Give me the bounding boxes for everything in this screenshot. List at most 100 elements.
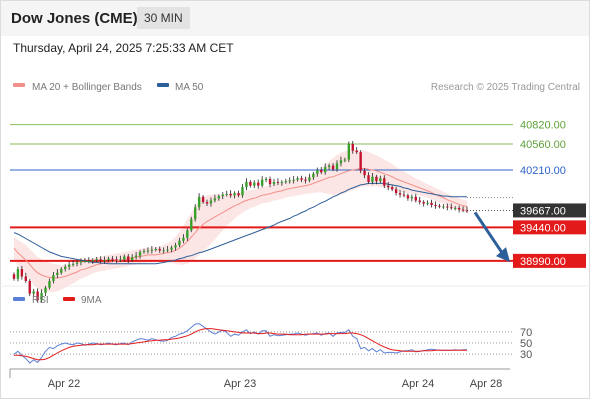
candle-body: [75, 262, 79, 264]
ma20-line: [13, 168, 468, 279]
candle-body: [134, 255, 138, 258]
candle-body: [335, 163, 339, 170]
candle-body: [253, 182, 256, 186]
level-label-38990.00: 38990.00: [520, 256, 566, 268]
level-label-40210.00: 40210.00: [520, 165, 566, 177]
candle-body: [284, 181, 287, 183]
candle-body: [339, 160, 343, 164]
candle-body: [217, 196, 221, 199]
candle-body: [446, 206, 449, 208]
candle-body: [107, 258, 110, 261]
candle-body: [245, 181, 248, 188]
candle-body: [79, 260, 83, 263]
candle-body: [142, 251, 146, 253]
ma20-swatch: [13, 83, 25, 87]
last-price-label: 39667.00: [520, 205, 566, 217]
candle-body: [426, 202, 429, 204]
ma9-swatch: [63, 297, 75, 301]
bollinger-band-fill: [14, 149, 467, 293]
candle-body: [453, 207, 457, 209]
candle-body: [320, 170, 323, 173]
rsi-tick-label: 70: [520, 327, 532, 339]
candle-body: [410, 196, 414, 199]
candle-body: [430, 202, 433, 206]
rsi-line: [13, 323, 467, 364]
candle-body: [130, 257, 134, 261]
candle-body: [64, 266, 67, 270]
candle-body: [264, 178, 268, 180]
candle-body: [197, 196, 201, 208]
candle-body: [111, 258, 114, 260]
candle-body: [28, 280, 31, 294]
last-price-tag: [513, 203, 586, 218]
candle-body: [146, 250, 150, 252]
candle-body: [103, 260, 106, 262]
candle-body: [316, 170, 319, 174]
candle-body: [123, 256, 126, 260]
rsi-legend: RSI 9MA: [13, 295, 102, 306]
candle-body: [461, 209, 465, 211]
candle-body: [44, 287, 47, 293]
candle-body: [418, 200, 421, 203]
candle-body: [190, 219, 193, 231]
candle-body: [209, 200, 213, 204]
rsi-ma-line: [14, 328, 467, 361]
ma50-swatch: [157, 83, 169, 87]
candle-body: [406, 195, 410, 199]
candle-body: [249, 181, 252, 186]
candle-body: [95, 259, 98, 261]
candle-body: [375, 176, 378, 182]
candle-body: [158, 248, 161, 251]
candle-body: [237, 193, 240, 196]
candle-body: [371, 176, 374, 182]
candle-body: [347, 143, 351, 160]
candle-body: [48, 280, 51, 288]
candle-body: [390, 187, 394, 190]
candle-body: [186, 230, 189, 238]
candle-body: [71, 263, 75, 265]
candle-body: [450, 207, 453, 209]
candle-body: [331, 165, 335, 170]
candle-body: [205, 202, 209, 204]
ma20-legend-label: MA 20 + Bollinger Bands: [32, 82, 142, 93]
candle-body: [379, 178, 382, 182]
candle-body: [434, 205, 437, 207]
level-label-40560.00: 40560.00: [520, 139, 566, 151]
candle-body: [438, 205, 441, 207]
candle-body: [359, 152, 362, 171]
candle-body: [20, 269, 24, 277]
candle-body: [154, 248, 158, 250]
candle-body: [465, 210, 469, 212]
x-tick-label: Apr 28: [470, 378, 502, 390]
axes: Apr 22 Apr 23 Apr 24 Apr 28: [48, 378, 502, 390]
interval-badge[interactable]: 30 MIN: [137, 7, 190, 29]
candle-body: [213, 198, 217, 201]
candle-body: [221, 194, 224, 197]
candle-body: [312, 173, 315, 178]
forecast-arrow-head: [496, 247, 510, 263]
x-tick-label: Apr 24: [402, 378, 434, 390]
candle-body: [115, 259, 118, 261]
candle-body: [182, 237, 185, 241]
candle-body: [383, 178, 386, 186]
candle-body: [351, 143, 354, 151]
candle-body: [56, 272, 59, 276]
candle-body: [194, 207, 197, 220]
candle-body: [12, 274, 16, 279]
candles: [12, 140, 469, 303]
rsi-tick-label: 50: [520, 338, 532, 350]
candle-body: [83, 260, 87, 262]
header-bar: Dow Jones (CME) 30 MIN: [0, 0, 590, 36]
legend: MA 20 + Bollinger Bands MA 50 Research ©…: [13, 82, 580, 93]
candle-body: [138, 251, 142, 256]
bollinger-bands: [14, 149, 467, 293]
annotations: [473, 211, 510, 263]
level-label-39440.00: 39440.00: [520, 222, 566, 234]
rsi-legend-label: RSI: [32, 295, 49, 306]
candle-body: [323, 167, 327, 173]
candle-body: [170, 247, 173, 250]
candle-body: [150, 249, 154, 251]
candle-body: [32, 291, 35, 294]
